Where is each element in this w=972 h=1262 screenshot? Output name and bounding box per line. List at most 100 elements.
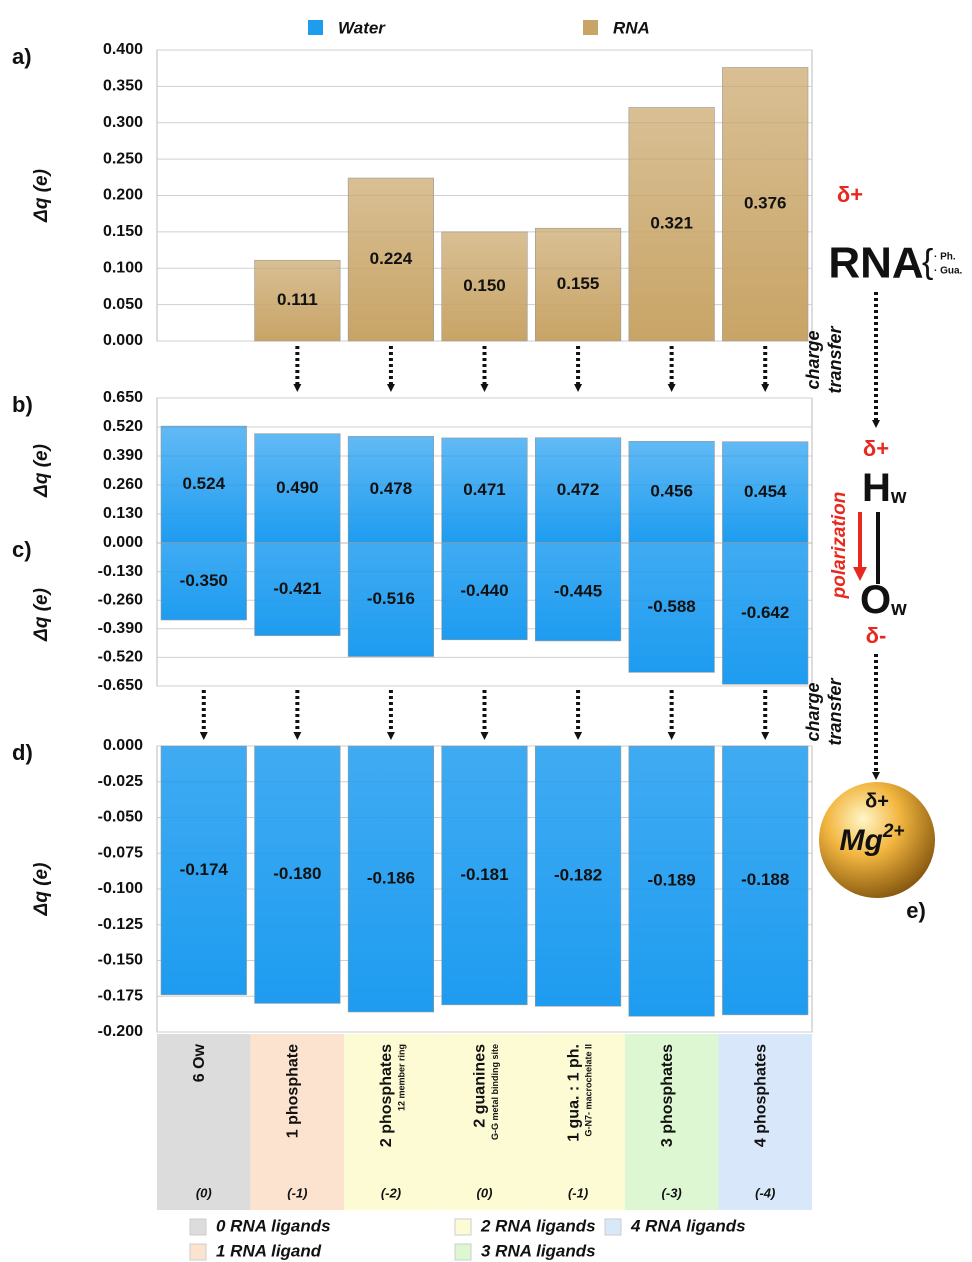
x-tick-label: 2 guanines (472, 1044, 489, 1128)
y-tick-label: -0.100 (98, 880, 143, 897)
y-tick-label: 0.520 (103, 418, 143, 435)
x-tick-label: 6 Ow (191, 1043, 208, 1082)
value-label: 0.456 (650, 482, 693, 501)
x-tick-label: 3 phosphates (659, 1044, 676, 1147)
legend-label: Water (338, 18, 386, 37)
category-charge: (-1) (568, 1185, 588, 1200)
legend-label: RNA (613, 18, 650, 37)
transfer-text: transfer (825, 677, 845, 745)
panel-label: e) (906, 898, 926, 923)
value-label: 0.155 (557, 274, 600, 293)
panel-label: d) (12, 740, 33, 765)
value-label: -0.180 (273, 864, 321, 883)
value-label: -0.516 (367, 589, 415, 608)
value-label: -0.440 (460, 581, 508, 600)
value-label: -0.445 (554, 581, 602, 600)
y-tick-label: 0.650 (103, 389, 143, 406)
rna-label: RNA (828, 239, 923, 288)
y-tick-label: 0.250 (103, 150, 143, 167)
mg-sup: 2+ (882, 821, 905, 842)
y-axis-label: Δq (e) (31, 863, 52, 917)
value-label: 0.471 (463, 480, 506, 499)
y-tick-label: -0.650 (98, 677, 143, 694)
brace: { (922, 243, 933, 281)
x-tick-label: 1 phosphate (285, 1044, 302, 1138)
y-tick-label: -0.025 (98, 773, 143, 790)
y-tick-label: 0.200 (103, 187, 143, 204)
x-tick-label: 1 gua. : 1 ph. (565, 1044, 582, 1142)
y-tick-label: -0.130 (98, 563, 143, 580)
category-note: G-G metal binding site (490, 1044, 500, 1140)
y-axis-label: Δq (e) (31, 444, 52, 498)
h-charge: δ+ (863, 436, 889, 461)
y-tick-label: 0.300 (103, 114, 143, 131)
value-label: -0.642 (741, 603, 789, 622)
y-tick-label: -0.175 (98, 987, 143, 1004)
y-tick-label: -0.075 (98, 844, 143, 861)
panel-label: b) (12, 392, 33, 417)
value-label: 0.472 (557, 480, 600, 499)
mg-text: Mg (840, 824, 883, 857)
y-tick-label: 0.000 (103, 332, 143, 349)
rna-charge: δ+ (837, 182, 863, 207)
legend-label: 1 RNA ligand (216, 1241, 322, 1260)
y-tick-label: 0.130 (103, 505, 143, 522)
y-tick-label: 0.260 (103, 476, 143, 493)
y-tick-label: 0.150 (103, 223, 143, 240)
y-tick-label: 0.050 (103, 296, 143, 313)
value-label: -0.188 (741, 870, 789, 889)
figure: WaterRNAa)Δq (e)0.0000.0500.1000.1500.20… (0, 0, 972, 1262)
y-tick-label: -0.125 (98, 916, 143, 933)
value-label: 0.321 (650, 214, 693, 233)
panel-label: c) (12, 537, 32, 562)
legend-swatch (605, 1219, 621, 1235)
h-sub: w (890, 486, 907, 508)
legend-swatch (190, 1244, 206, 1260)
h-label: Hw (862, 466, 907, 510)
value-label: -0.421 (273, 579, 321, 598)
y-tick-label: 0.390 (103, 447, 143, 464)
panel-label: a) (12, 44, 32, 69)
category-note: 12 member ring (396, 1044, 406, 1111)
value-label: 0.454 (744, 482, 787, 501)
transfer-text: transfer (825, 325, 845, 393)
legend-swatch (308, 20, 323, 35)
y-axis-label: Δq (e) (31, 588, 52, 642)
o-charge: δ- (866, 623, 887, 648)
category-note: G-N7- macrochelate II (583, 1044, 593, 1137)
value-label: 0.150 (463, 276, 506, 295)
category-charge: (0) (196, 1185, 212, 1200)
category-charge: (0) (477, 1185, 493, 1200)
value-label: -0.174 (180, 860, 229, 879)
y-tick-label: -0.260 (98, 591, 143, 608)
value-label: 0.111 (277, 290, 318, 309)
legend-swatch (583, 20, 598, 35)
category-charge: (-4) (755, 1185, 775, 1200)
y-tick-label: 0.000 (103, 534, 143, 551)
diagram: δ+ RNA { · Ph. · Gua. charge transfer δ+… (803, 182, 963, 923)
legend-label: 4 RNA ligands (630, 1216, 746, 1235)
value-label: -0.350 (180, 571, 228, 590)
transfer-text: charge (803, 330, 823, 389)
value-label: 0.376 (744, 194, 787, 213)
h-text: H (862, 466, 891, 510)
rna-part: · Ph. (934, 252, 956, 263)
o-sub: w (890, 598, 907, 620)
legend-swatch (455, 1219, 471, 1235)
value-label: -0.588 (648, 597, 696, 616)
category-charge: (-2) (381, 1185, 401, 1200)
legend-label: 0 RNA ligands (216, 1216, 331, 1235)
y-tick-label: 0.400 (103, 41, 143, 58)
legend-swatch (455, 1244, 471, 1260)
category-charge: (-1) (287, 1185, 307, 1200)
o-label: Ow (860, 578, 907, 622)
value-label: 0.224 (370, 249, 413, 268)
value-label: -0.189 (648, 871, 696, 890)
rna-part: · Gua. (934, 266, 963, 277)
category-charge: (-3) (662, 1185, 682, 1200)
mg-charge: δ+ (865, 790, 889, 812)
y-tick-label: -0.150 (98, 952, 143, 969)
x-tick-label: 4 phosphates (752, 1044, 769, 1147)
y-tick-label: -0.200 (98, 1023, 143, 1040)
y-tick-label: -0.520 (98, 649, 143, 666)
